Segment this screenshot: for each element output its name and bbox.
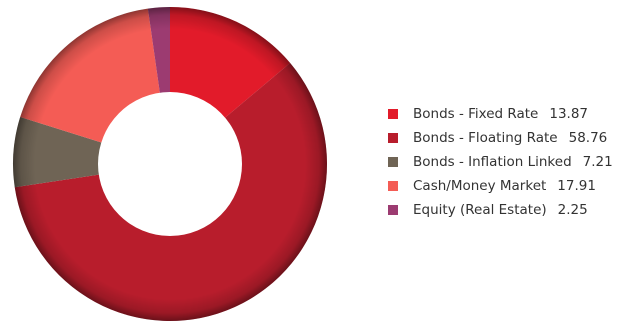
legend-swatch [388,157,398,167]
legend-item-bonds-inflation-linked: Bonds - Inflation Linked 7.21 [388,150,613,174]
legend-label: Equity (Real Estate) [413,202,547,218]
legend-swatch [388,109,398,119]
legend-value: 2.25 [557,202,588,218]
legend-label: Bonds - Floating Rate [413,130,558,146]
legend-item-equity-real-estate: Equity (Real Estate) 2.25 [388,198,613,222]
legend-swatch [388,181,398,191]
legend-label: Bonds - Fixed Rate [413,106,539,122]
donut-hole [98,92,242,236]
legend-label: Cash/Money Market [413,178,547,194]
legend-swatch [388,133,398,143]
legend-item-bonds-fixed-rate: Bonds - Fixed Rate 13.87 [388,102,613,126]
legend-value: 7.21 [582,154,613,170]
legend-item-cash-money-market: Cash/Money Market 17.91 [388,174,613,198]
legend-value: 17.91 [557,178,596,194]
legend-item-bonds-floating-rate: Bonds - Floating Rate 58.76 [388,126,613,150]
legend-swatch [388,205,398,215]
legend-label: Bonds - Inflation Linked [413,154,572,170]
legend-value: 58.76 [568,130,608,146]
chart-legend: Bonds - Fixed Rate 13.87 Bonds - Floatin… [388,102,613,222]
legend-value: 13.87 [549,106,589,122]
donut-chart [13,7,328,322]
